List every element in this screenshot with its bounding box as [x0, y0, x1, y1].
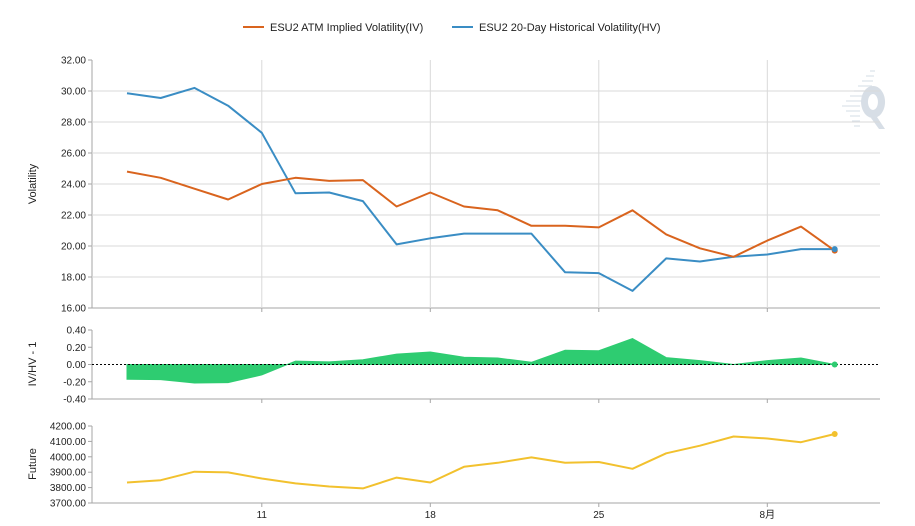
- x-tick-label: 11: [257, 510, 268, 521]
- future-y-tick-label: 4000.00: [50, 452, 87, 463]
- volatility-y-tick-label: 20.00: [61, 242, 86, 253]
- x-tick-label: 8月: [760, 509, 776, 521]
- ratio-y-tick-label: -0.20: [63, 377, 86, 388]
- future-y-tick-label: 3900.00: [50, 468, 87, 479]
- x-tick-label: 18: [425, 510, 437, 521]
- hv-last-point: [831, 246, 838, 253]
- volatility-y-tick-label: 18.00: [61, 273, 86, 284]
- volatility-y-tick-label: 32.00: [61, 56, 86, 67]
- ratio-y-tick-label: 0.20: [67, 343, 87, 354]
- future-y-tick-label: 4200.00: [50, 422, 87, 433]
- future-y-tick-label: 3700.00: [50, 499, 87, 510]
- legend: ESU2 ATM Implied Volatility(IV) ESU2 20-…: [243, 22, 661, 34]
- future-y-axis-title: Future: [27, 448, 39, 480]
- volatility-y-tick-label: 16.00: [61, 304, 86, 315]
- volatility-y-tick-label: 22.00: [61, 211, 86, 222]
- future-y-tick-label: 3800.00: [50, 483, 87, 494]
- ratio-y-tick-label: -0.40: [63, 395, 86, 406]
- volatility-y-tick-label: 28.00: [61, 118, 86, 129]
- ratio-y-tick-label: 0.00: [67, 360, 87, 371]
- future-y-tick-label: 4100.00: [50, 437, 87, 448]
- future-last-point: [831, 431, 838, 438]
- volatility-y-tick-label: 24.00: [61, 180, 86, 191]
- legend-hv-label: ESU2 20-Day Historical Volatility(HV): [479, 22, 661, 34]
- hv-series-line: [126, 86, 835, 292]
- q-logo-icon: [842, 70, 886, 129]
- legend-iv-label: ESU2 ATM Implied Volatility(IV): [270, 22, 423, 34]
- ratio-y-axis-title: IV/HV - 1: [27, 342, 39, 387]
- volatility-y-tick-label: 30.00: [61, 87, 86, 98]
- iv-series-line: [126, 170, 836, 258]
- ratio-last-point: [831, 361, 838, 368]
- x-tick-label: 25: [593, 510, 605, 521]
- volatility-y-tick-label: 26.00: [61, 149, 86, 160]
- ratio-area: [126, 338, 835, 384]
- future-series-line: [126, 433, 835, 490]
- volatility-y-axis-title: Volatility: [27, 163, 39, 204]
- ratio-y-tick-label: 0.40: [67, 326, 87, 337]
